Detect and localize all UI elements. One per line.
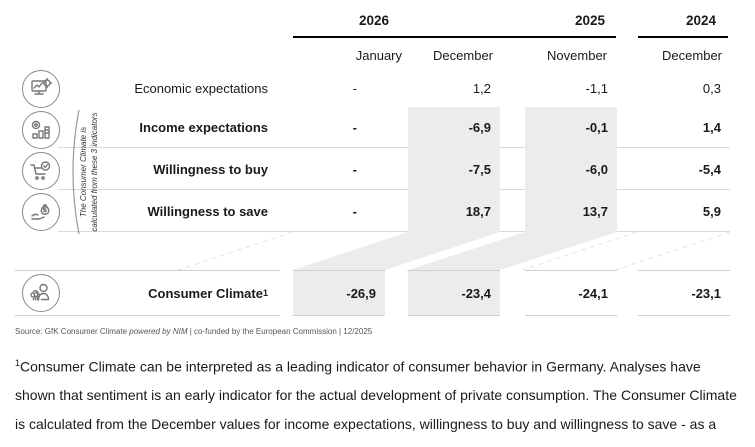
row-label: Consumer Climate 1 [148, 285, 268, 301]
summary-top-line [15, 270, 280, 271]
cell-value: -6,9 [468, 120, 491, 135]
cell-value: 13,7 [582, 203, 608, 219]
cell-value: 5,9 [702, 203, 721, 219]
column-header-november: November [547, 48, 607, 63]
highlight-column-december-2025 [408, 107, 500, 232]
consumer-climate-label: Consumer Climate [148, 285, 263, 301]
column-shift-band [177, 232, 731, 270]
table-row-economic-expectations: Economic expectations - 1,2 -1,1 0,3 [0, 69, 755, 107]
cell-value: - [352, 203, 357, 219]
header-underline [293, 36, 616, 38]
cell-value: 18,7 [465, 203, 491, 219]
table-row-willingness-to-save: Willingness to save - 18,7 13,7 5,9 [0, 190, 755, 232]
cell-value: - [352, 80, 357, 96]
row-label: Willingness to save [147, 203, 268, 219]
cell-value: -23,1 [691, 285, 721, 301]
brace-note: The Consumer Climate is calculated from … [79, 112, 100, 232]
column-header-december: December [433, 48, 493, 63]
cell-value: - [352, 161, 357, 177]
year-group-2025: 2025 [574, 13, 605, 28]
cell-value: 1,2 [472, 80, 491, 96]
summary-bottom-line [525, 315, 617, 316]
summary-top-line [638, 270, 730, 271]
cart-check-icon [22, 152, 60, 190]
year-group-2024: 2024 [685, 13, 717, 28]
cell-value: -1,1 [585, 80, 608, 96]
summary-bottom-line [15, 315, 280, 316]
highlight-summary-cell [293, 270, 385, 315]
table-row-consumer-climate: Consumer Climate 1 -26,9 -23,4 -24,1 -23,… [0, 270, 755, 316]
summary-bottom-line [293, 315, 385, 316]
source-suffix: | co-funded by the European Commission |… [187, 327, 373, 336]
footnote-body: Consumer Climate can be interpreted as a… [15, 358, 737, 447]
source-italic: powered by NIM [129, 327, 188, 336]
row-label: Willingness to buy [153, 161, 268, 177]
row-label: Economic expectations [134, 80, 268, 96]
cell-value: - [352, 120, 357, 135]
money-bag-hand-icon [22, 193, 60, 231]
table-row-willingness-to-buy: Willingness to buy - -7,5 -6,0 -5,4 [0, 148, 755, 190]
grouping-brace [72, 109, 80, 235]
summary-top-line [293, 270, 385, 271]
footnote-marker: 1 [15, 358, 21, 368]
cell-value: -24,1 [578, 285, 608, 301]
row-divider [58, 189, 730, 190]
summary-top-line [408, 270, 500, 271]
person-weather-icon [22, 274, 60, 312]
cell-value: -23,4 [461, 285, 491, 301]
column-header-january: January [355, 48, 402, 63]
highlight-summary-cell [408, 270, 500, 315]
summary-bottom-line [408, 315, 500, 316]
coins-gear-icon [22, 111, 60, 149]
table-row-income-expectations: Income expectations - -6,9 -0,1 1,4 [0, 107, 755, 148]
year-group-2026: 2026 [358, 13, 390, 28]
monitor-chart-icon [22, 70, 60, 108]
row-label: Income expectations [139, 120, 268, 135]
cell-value: -26,9 [346, 285, 376, 301]
row-divider [58, 231, 730, 232]
highlight-column-november-2025 [525, 107, 617, 232]
source-line: Source: GfK Consumer Climate powered by … [15, 327, 372, 336]
source-prefix: Source: GfK Consumer Climate [15, 327, 130, 336]
summary-bottom-line [638, 315, 730, 316]
cell-value: -6,0 [585, 161, 608, 177]
cell-value: -0,1 [585, 120, 608, 135]
cell-value: 1,4 [702, 120, 721, 135]
footnote-text: 1Consumer Climate can be interpreted as … [15, 349, 742, 447]
cell-value: -5,4 [698, 161, 721, 177]
cell-value: -7,5 [468, 161, 491, 177]
row-divider [58, 147, 730, 148]
column-header-december-2024: December [662, 48, 722, 63]
summary-top-line [525, 270, 617, 271]
cell-value: 0,3 [702, 80, 721, 96]
header-underline [638, 36, 728, 38]
